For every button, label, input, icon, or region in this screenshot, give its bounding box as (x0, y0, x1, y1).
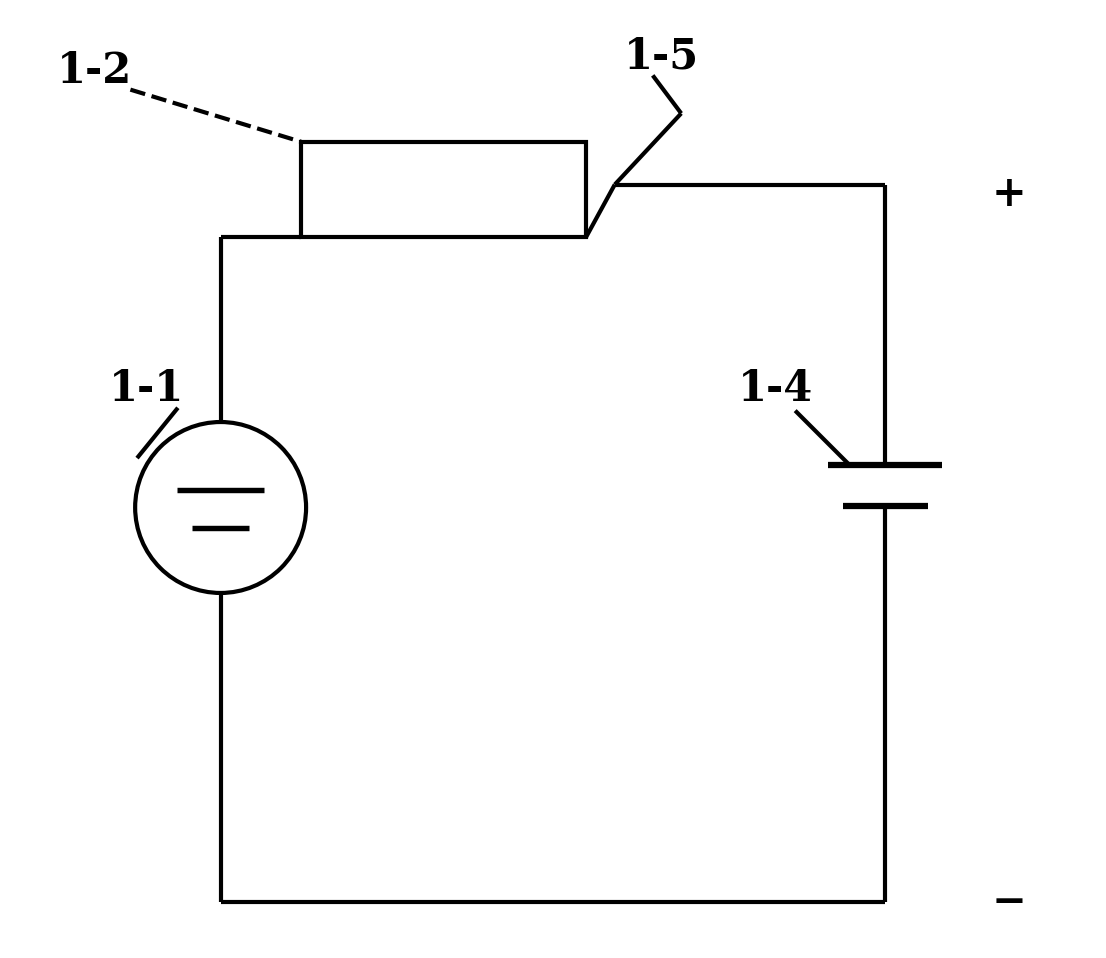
Text: 1-2: 1-2 (58, 50, 133, 92)
Bar (301, 142, 586, 237)
Text: 1-4: 1-4 (738, 368, 813, 410)
Text: −: − (991, 880, 1026, 923)
Text: +: + (991, 173, 1026, 216)
Text: 1-5: 1-5 (624, 35, 699, 78)
Text: 1-1: 1-1 (108, 368, 184, 410)
